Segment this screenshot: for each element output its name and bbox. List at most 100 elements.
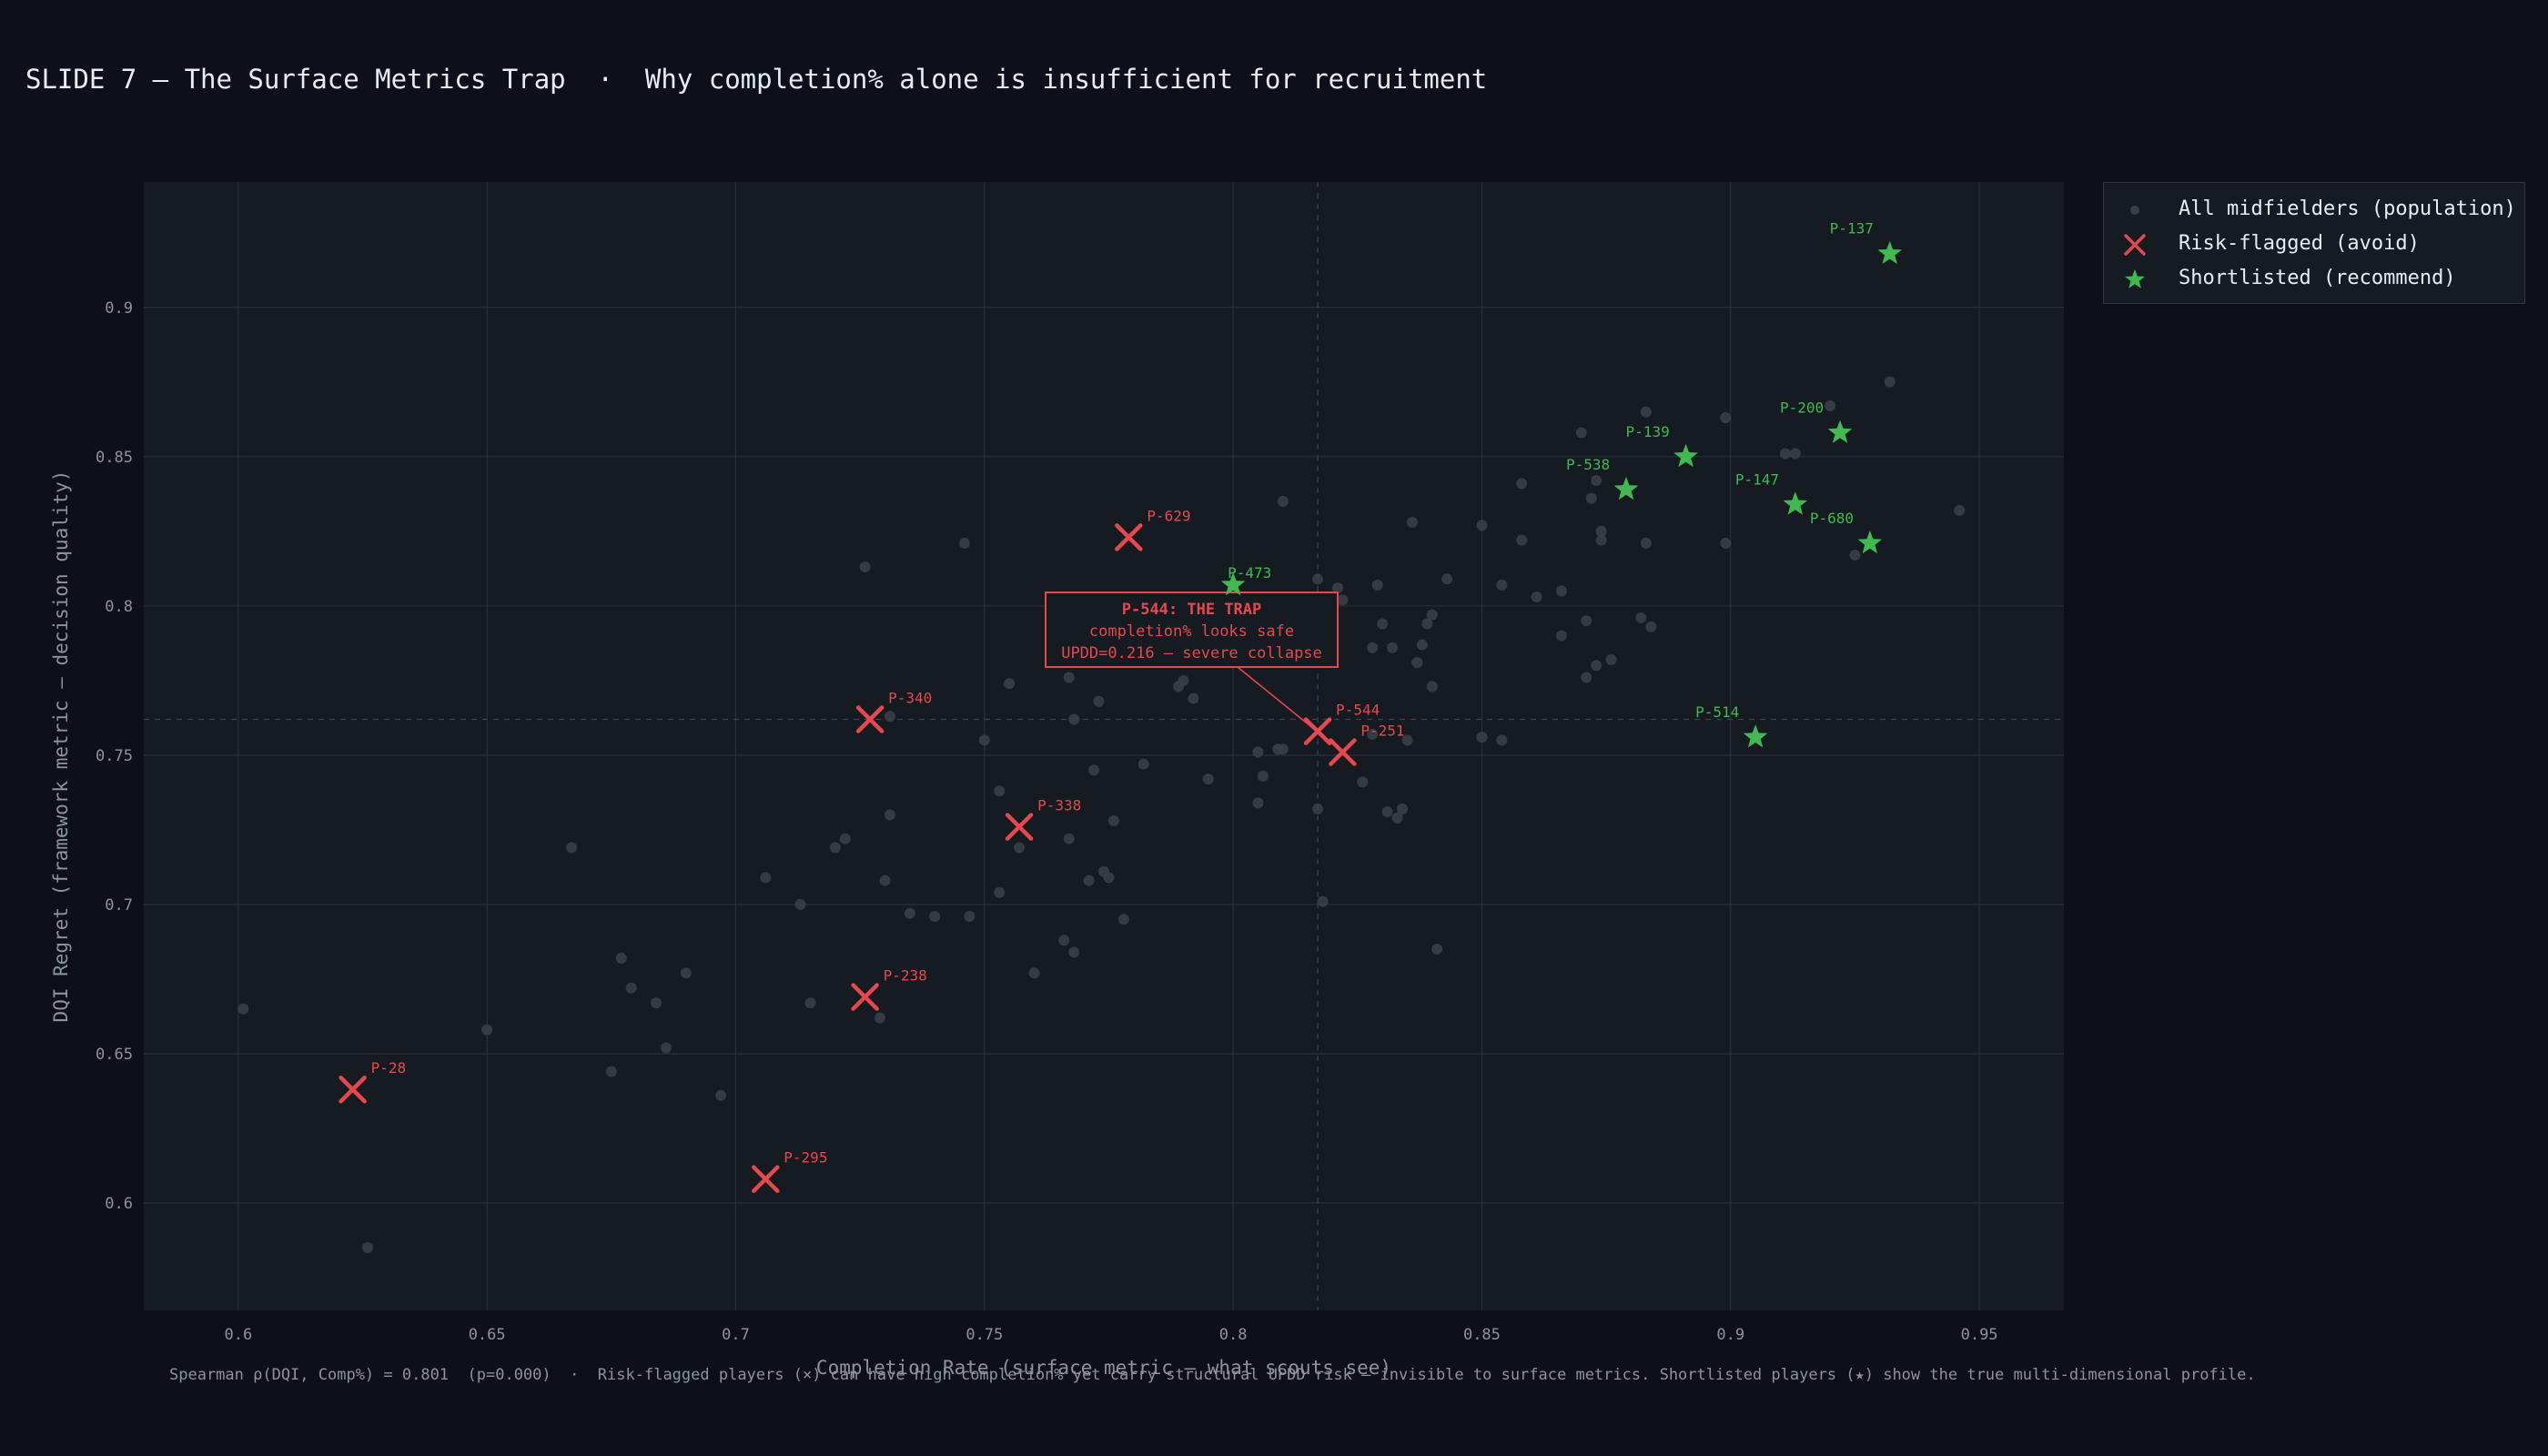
population-point — [804, 997, 816, 1009]
population-point — [884, 711, 895, 723]
shortlist-point-label: P-538 — [1566, 456, 1610, 473]
population-point — [1277, 743, 1289, 755]
population-point — [859, 561, 871, 573]
y-tick-label: 0.65 — [96, 1046, 133, 1064]
population-point — [1188, 693, 1199, 704]
shortlist-marker — [1220, 571, 1246, 596]
population-point — [1516, 478, 1528, 490]
population-point — [1640, 537, 1652, 549]
legend-item-population: All midfielders (population) — [2104, 194, 2524, 227]
plot-area — [144, 182, 2064, 1310]
x-tick-label: 0.85 — [1463, 1326, 1501, 1344]
population-point — [1431, 944, 1443, 956]
population-point — [929, 910, 941, 922]
population-point — [715, 1089, 727, 1101]
x-tick-label: 0.9 — [1716, 1326, 1744, 1344]
page-title: SLIDE 7 — The Surface Metrics Trap · Why… — [25, 64, 1488, 95]
reference-lines — [144, 182, 2064, 1310]
y-tick-label: 0.7 — [105, 896, 133, 915]
risk-point-label: P-544 — [1336, 702, 1380, 719]
population-point — [1138, 758, 1149, 770]
population-point — [1635, 612, 1647, 623]
population-point — [1107, 815, 1119, 827]
population-point — [1476, 732, 1488, 743]
y-tick-label: 0.9 — [105, 299, 133, 318]
shortlist-point-label: P-139 — [1626, 423, 1670, 440]
population-point — [1357, 776, 1369, 788]
annotation-line: UPDD=0.216 — severe collapse — [1061, 644, 1322, 662]
population-point — [361, 1242, 373, 1254]
shortlist-point-label: P-514 — [1695, 703, 1739, 721]
legend: All midfielders (population) Risk-flagge… — [2103, 182, 2525, 304]
population-point — [1441, 573, 1453, 585]
population-point — [1312, 573, 1324, 585]
population-point — [978, 734, 990, 746]
risk-point-label: P-295 — [784, 1149, 827, 1167]
shortlist-marker — [1673, 443, 1698, 468]
population-point — [1406, 516, 1418, 528]
annotation-box — [1045, 592, 1339, 668]
y-tick-label: 0.6 — [105, 1195, 133, 1213]
population-point — [1496, 734, 1508, 746]
shortlist-point-label: P-473 — [1228, 564, 1271, 581]
shortlist-point-label: P-680 — [1810, 510, 1854, 527]
population-point — [1416, 639, 1428, 651]
star-marker-icon — [2125, 269, 2145, 288]
population-point — [1068, 946, 1080, 958]
shortlist-marker — [1783, 491, 1808, 515]
risk-marker — [1115, 523, 1143, 551]
population-point — [1252, 746, 1264, 758]
risk-marker — [1329, 738, 1357, 766]
population-point — [1421, 618, 1433, 630]
shortlist-point-label: P-147 — [1735, 470, 1779, 488]
y-axis-label: DQI Regret (framework metric — decision … — [50, 470, 72, 1023]
population-point — [1531, 591, 1542, 602]
population-point — [1884, 376, 1896, 388]
population-point — [1954, 504, 1966, 516]
risk-marker — [1303, 717, 1332, 745]
population-point — [1083, 875, 1095, 886]
grid — [144, 182, 2064, 1310]
risk-marker — [1005, 813, 1034, 841]
population-point — [1014, 842, 1026, 854]
population-point — [1581, 615, 1592, 627]
population-point — [1605, 653, 1617, 665]
population-point — [958, 537, 970, 549]
population-point — [994, 886, 1006, 898]
population-point — [1391, 812, 1403, 824]
population-point — [1516, 534, 1528, 546]
shortlist-marker — [1857, 530, 1883, 554]
legend-item-shortlist: Shortlisted (recommend) — [2104, 263, 2524, 296]
population-point — [1591, 475, 1603, 487]
y-tick-label: 0.8 — [105, 598, 133, 616]
population-point — [1591, 660, 1603, 672]
population-point — [680, 967, 692, 979]
population-point — [1004, 678, 1016, 690]
footnote: Spearman ρ(DQI, Comp%) = 0.801 (p=0.000)… — [169, 1366, 2256, 1384]
shortlist-marker — [1613, 476, 1639, 500]
population-point — [1202, 774, 1214, 785]
legend-label-population: All midfielders (population) — [2179, 197, 2516, 220]
x-marker-icon — [2124, 234, 2146, 256]
legend-item-risk: Risk-flagged (avoid) — [2104, 228, 2524, 261]
annotation-line: P-544: THE TRAP — [1122, 601, 1262, 619]
population-point — [1367, 728, 1379, 740]
population-point — [1585, 492, 1597, 504]
population-point — [1720, 537, 1732, 549]
population-point — [1779, 448, 1791, 460]
population-point — [794, 898, 806, 910]
population-point — [1720, 412, 1732, 424]
risk-marker — [851, 983, 879, 1011]
risk-point-label: P-251 — [1360, 723, 1404, 740]
x-tick-label: 0.75 — [966, 1326, 1003, 1344]
population-point — [1640, 406, 1652, 418]
annotation-arrow — [1237, 666, 1313, 729]
population-point — [1331, 582, 1343, 594]
population-point — [1058, 935, 1070, 946]
population-point — [566, 842, 578, 854]
population-point — [1426, 681, 1438, 693]
population-point — [1411, 657, 1423, 669]
shortlist-point-label: P-137 — [1830, 220, 1874, 238]
population-point — [1312, 803, 1324, 814]
population-point — [1401, 734, 1413, 746]
